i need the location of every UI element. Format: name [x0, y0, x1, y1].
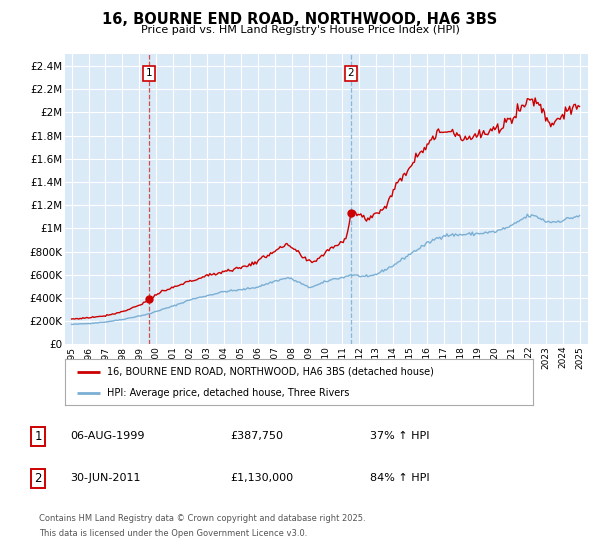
Text: Price paid vs. HM Land Registry's House Price Index (HPI): Price paid vs. HM Land Registry's House … [140, 25, 460, 35]
Text: £387,750: £387,750 [230, 431, 283, 441]
Text: 84% ↑ HPI: 84% ↑ HPI [370, 473, 430, 483]
Text: HPI: Average price, detached house, Three Rivers: HPI: Average price, detached house, Thre… [107, 388, 349, 398]
Text: 1: 1 [34, 430, 42, 443]
Text: £1,130,000: £1,130,000 [230, 473, 293, 483]
Text: 06-AUG-1999: 06-AUG-1999 [70, 431, 145, 441]
Text: 16, BOURNE END ROAD, NORTHWOOD, HA6 3BS (detached house): 16, BOURNE END ROAD, NORTHWOOD, HA6 3BS … [107, 367, 434, 377]
Text: 1: 1 [146, 68, 152, 78]
Text: This data is licensed under the Open Government Licence v3.0.: This data is licensed under the Open Gov… [39, 529, 307, 538]
Text: 37% ↑ HPI: 37% ↑ HPI [370, 431, 430, 441]
Text: 16, BOURNE END ROAD, NORTHWOOD, HA6 3BS: 16, BOURNE END ROAD, NORTHWOOD, HA6 3BS [103, 12, 497, 27]
Text: 2: 2 [347, 68, 354, 78]
Text: Contains HM Land Registry data © Crown copyright and database right 2025.: Contains HM Land Registry data © Crown c… [39, 514, 365, 523]
Text: 30-JUN-2011: 30-JUN-2011 [70, 473, 140, 483]
Text: 2: 2 [34, 472, 42, 485]
